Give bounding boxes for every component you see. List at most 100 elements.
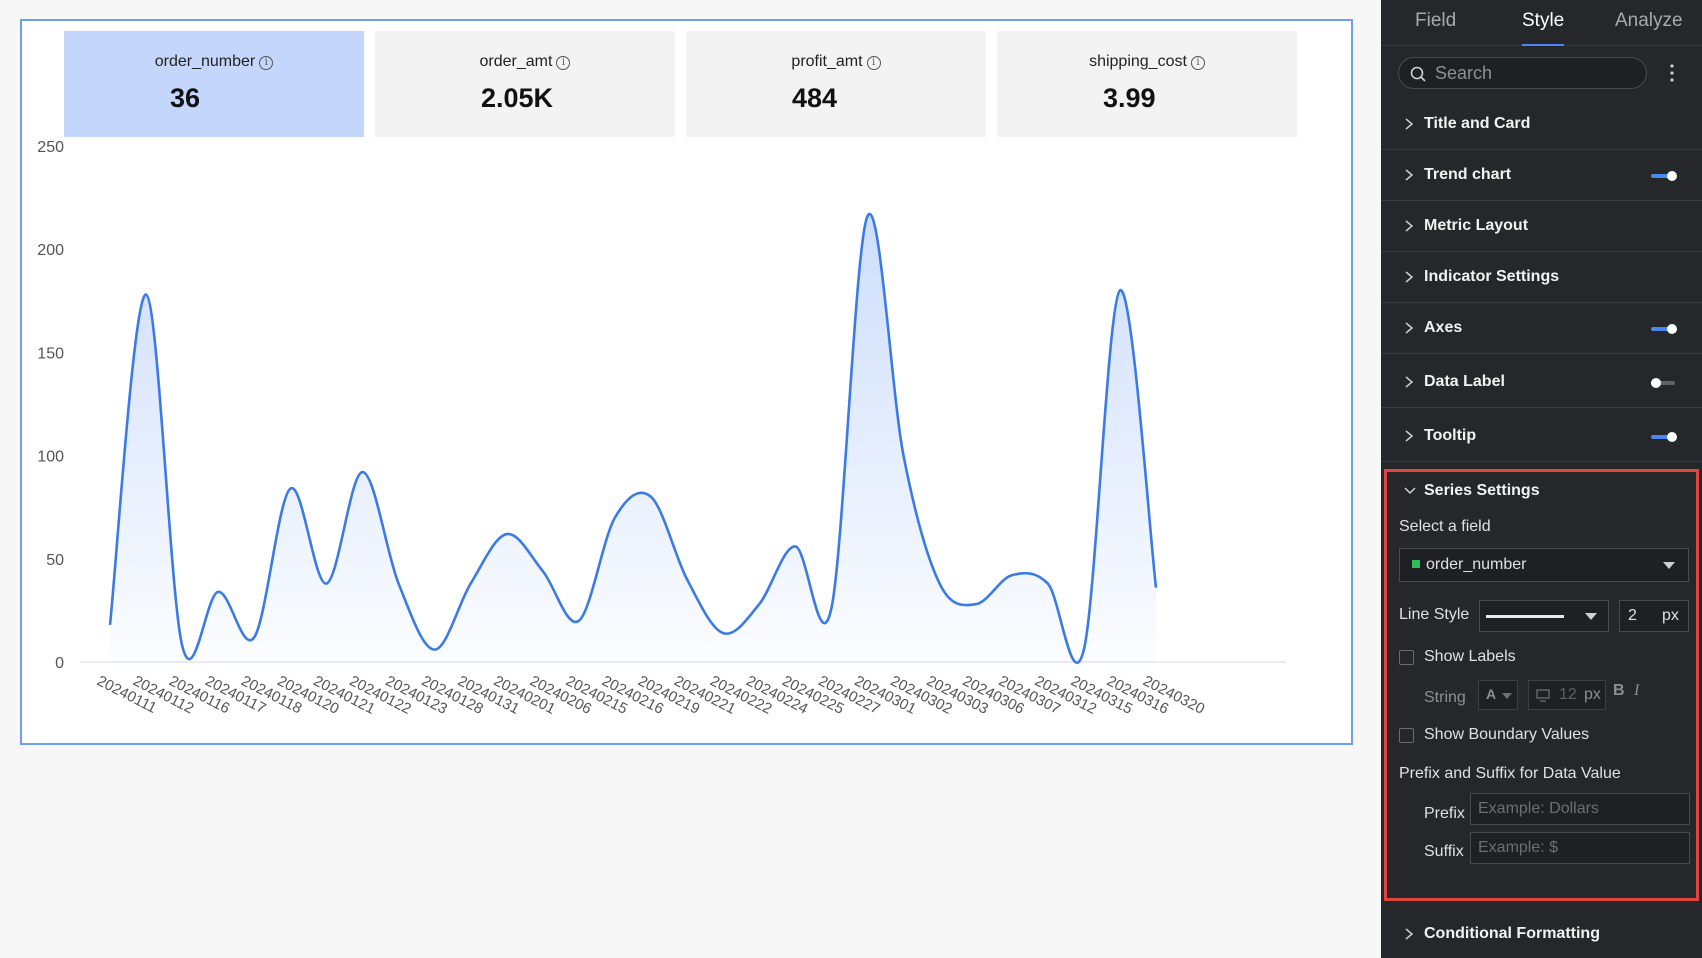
chevron-right-icon xyxy=(1405,118,1414,130)
section-label: Title and Card xyxy=(1424,115,1531,132)
kpi-name-text: order_amt xyxy=(479,53,553,70)
y-tick-label: 250 xyxy=(37,141,64,156)
section-data-label[interactable]: Data Label xyxy=(1381,358,1702,408)
kpi-title: profit_amt i xyxy=(686,53,986,71)
tab-analyze[interactable]: Analyze xyxy=(1615,10,1683,31)
active-tab-indicator xyxy=(1522,44,1564,46)
tooltip-toggle[interactable] xyxy=(1651,432,1677,442)
suffix-label: Suffix xyxy=(1424,843,1464,860)
panel-tabs: Field Style Analyze xyxy=(1381,0,1702,46)
chevron-right-icon xyxy=(1405,169,1414,181)
font-size-input[interactable]: 12 px xyxy=(1528,680,1606,710)
section-axes[interactable]: Axes xyxy=(1381,304,1702,354)
chevron-right-icon xyxy=(1405,220,1414,232)
monitor-icon xyxy=(1536,689,1550,702)
suffix-input[interactable] xyxy=(1470,832,1690,864)
data-label-toggle[interactable] xyxy=(1651,378,1677,388)
section-title-and-card[interactable]: Title and Card xyxy=(1381,100,1702,150)
section-label: Tooltip xyxy=(1424,427,1477,444)
search-icon xyxy=(1410,66,1426,82)
chevron-right-icon xyxy=(1405,376,1414,388)
line-style-select[interactable] xyxy=(1479,600,1609,632)
chevron-right-icon xyxy=(1405,430,1414,442)
font-size-unit: px xyxy=(1584,686,1601,703)
field-select[interactable]: order_number xyxy=(1399,548,1689,582)
chevron-down-icon xyxy=(1502,693,1512,699)
y-tick-label: 150 xyxy=(37,345,64,362)
trend-chart[interactable]: 0 50 100 150 200 250 202401112024011220240116… xyxy=(22,141,1351,741)
line-width-value: 2 xyxy=(1628,607,1637,624)
font-color-letter: A xyxy=(1486,686,1497,702)
series-settings-title: Series Settings xyxy=(1424,482,1540,499)
kpi-value: 36 xyxy=(170,83,201,113)
line-width-input[interactable]: 2 px xyxy=(1619,600,1689,632)
info-icon[interactable]: i xyxy=(1190,56,1205,70)
search-box[interactable] xyxy=(1398,57,1647,89)
trend-chart-toggle[interactable] xyxy=(1651,171,1677,181)
kpi-value: 484 xyxy=(792,83,838,113)
chevron-right-icon xyxy=(1405,322,1414,334)
section-label: Conditional Formatting xyxy=(1424,925,1600,942)
search-input[interactable] xyxy=(1435,62,1635,84)
kpi-title: shipping_cost i xyxy=(997,53,1297,71)
tab-field[interactable]: Field xyxy=(1415,10,1457,31)
show-labels-label: Show Labels xyxy=(1424,648,1516,665)
y-tick-label: 200 xyxy=(37,242,64,259)
info-icon[interactable]: i xyxy=(556,56,571,70)
kpi-name-text: order_number xyxy=(154,53,256,70)
section-trend-chart[interactable]: Trend chart xyxy=(1381,151,1702,201)
info-icon[interactable]: i xyxy=(259,56,274,70)
chevron-down-icon xyxy=(1663,562,1675,569)
font-size-value: 12 xyxy=(1559,686,1577,703)
kpi-name-text: shipping_cost xyxy=(1089,53,1187,70)
field-select-value: order_number xyxy=(1426,556,1527,573)
bold-button[interactable]: B xyxy=(1613,682,1625,699)
show-boundary-checkbox[interactable] xyxy=(1399,728,1414,743)
font-color-select[interactable]: A xyxy=(1478,680,1518,710)
kpi-value: 2.05K xyxy=(481,83,554,113)
kpi-card-profit-amt[interactable]: profit_amt i 484 xyxy=(686,31,986,137)
field-color-swatch xyxy=(1412,560,1420,568)
chevron-right-icon xyxy=(1405,928,1414,940)
chevron-down-icon xyxy=(1585,613,1597,620)
select-field-label: Select a field xyxy=(1399,518,1491,535)
italic-button[interactable]: I xyxy=(1634,682,1640,699)
kpi-card-order-amt[interactable]: order_amt i 2.05K xyxy=(375,31,675,137)
dashboard-canvas: order_number i 36 order_amt i 2.05K profit… xyxy=(20,19,1353,745)
section-label: Trend chart xyxy=(1424,166,1512,183)
line-width-unit: px xyxy=(1662,607,1679,624)
kpi-card-shipping-cost[interactable]: shipping_cost i 3.99 xyxy=(997,31,1297,137)
chevron-down-icon[interactable] xyxy=(1403,485,1417,497)
chevron-right-icon xyxy=(1405,271,1414,283)
tab-style[interactable]: Style xyxy=(1522,10,1565,31)
prefix-label: Prefix xyxy=(1424,805,1465,822)
kpi-title: order_number i xyxy=(64,53,364,71)
section-label: Axes xyxy=(1424,319,1463,336)
show-labels-checkbox[interactable] xyxy=(1399,650,1414,665)
series-area xyxy=(110,213,1156,663)
x-axis: 2024011120240112202401162024011720240118… xyxy=(94,672,1207,717)
string-label: String xyxy=(1424,689,1466,706)
section-conditional-formatting[interactable]: Conditional Formatting xyxy=(1381,910,1702,958)
axes-toggle[interactable] xyxy=(1651,324,1677,334)
kpi-trend-card[interactable]: order_number i 36 order_amt i 2.05K profit… xyxy=(20,19,1353,745)
kpi-name-text: profit_amt xyxy=(791,53,863,70)
series-settings-section: Series Settings Select a field order_num… xyxy=(1384,469,1699,901)
series-line[interactable] xyxy=(108,212,1158,664)
section-tooltip[interactable]: Tooltip xyxy=(1381,412,1702,462)
section-label: Data Label xyxy=(1424,373,1505,390)
section-label: Metric Layout xyxy=(1424,217,1529,234)
section-indicator-settings[interactable]: Indicator Settings xyxy=(1381,253,1702,303)
section-metric-layout[interactable]: Metric Layout xyxy=(1381,202,1702,252)
more-options-icon[interactable] xyxy=(1666,62,1678,84)
y-tick-label: 100 xyxy=(37,449,64,466)
y-tick-label: 0 xyxy=(55,655,64,672)
prefix-input[interactable] xyxy=(1470,793,1690,825)
line-style-label: Line Style xyxy=(1399,606,1470,623)
show-boundary-label: Show Boundary Values xyxy=(1424,726,1590,743)
kpi-card-order-number[interactable]: order_number i 36 xyxy=(64,31,364,137)
y-axis: 0 50 100 150 200 250 xyxy=(37,141,64,672)
kpi-title: order_amt i xyxy=(375,53,675,71)
info-icon[interactable]: i xyxy=(866,56,881,70)
kpi-value: 3.99 xyxy=(1103,83,1156,113)
